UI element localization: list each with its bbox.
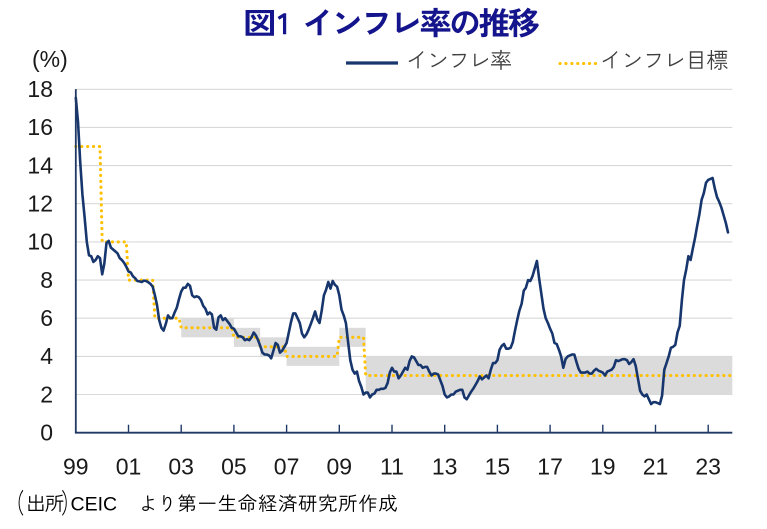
- svg-text:4: 4: [40, 343, 53, 369]
- svg-text:18: 18: [27, 76, 53, 102]
- svg-text:0: 0: [40, 420, 53, 446]
- svg-text:2: 2: [40, 381, 53, 407]
- svg-text:21: 21: [643, 454, 669, 480]
- svg-text:05: 05: [221, 454, 247, 480]
- svg-text:6: 6: [40, 305, 53, 331]
- svg-text:10: 10: [27, 229, 53, 255]
- svg-text:07: 07: [274, 454, 300, 480]
- svg-text:16: 16: [27, 114, 53, 140]
- svg-text:15: 15: [485, 454, 511, 480]
- svg-text:11: 11: [380, 454, 404, 480]
- svg-text:17: 17: [537, 454, 563, 480]
- svg-text:03: 03: [168, 454, 194, 480]
- svg-text:99: 99: [63, 454, 89, 480]
- svg-text:14: 14: [27, 152, 53, 178]
- svg-text:23: 23: [695, 454, 721, 480]
- svg-text:09: 09: [327, 454, 353, 480]
- svg-text:12: 12: [27, 191, 53, 217]
- svg-text:8: 8: [40, 267, 53, 293]
- svg-text:01: 01: [116, 454, 142, 480]
- svg-text:13: 13: [432, 454, 458, 480]
- svg-text:CEIC: CEIC: [71, 494, 118, 516]
- svg-text:19: 19: [590, 454, 616, 480]
- svg-text:(%): (%): [32, 46, 68, 72]
